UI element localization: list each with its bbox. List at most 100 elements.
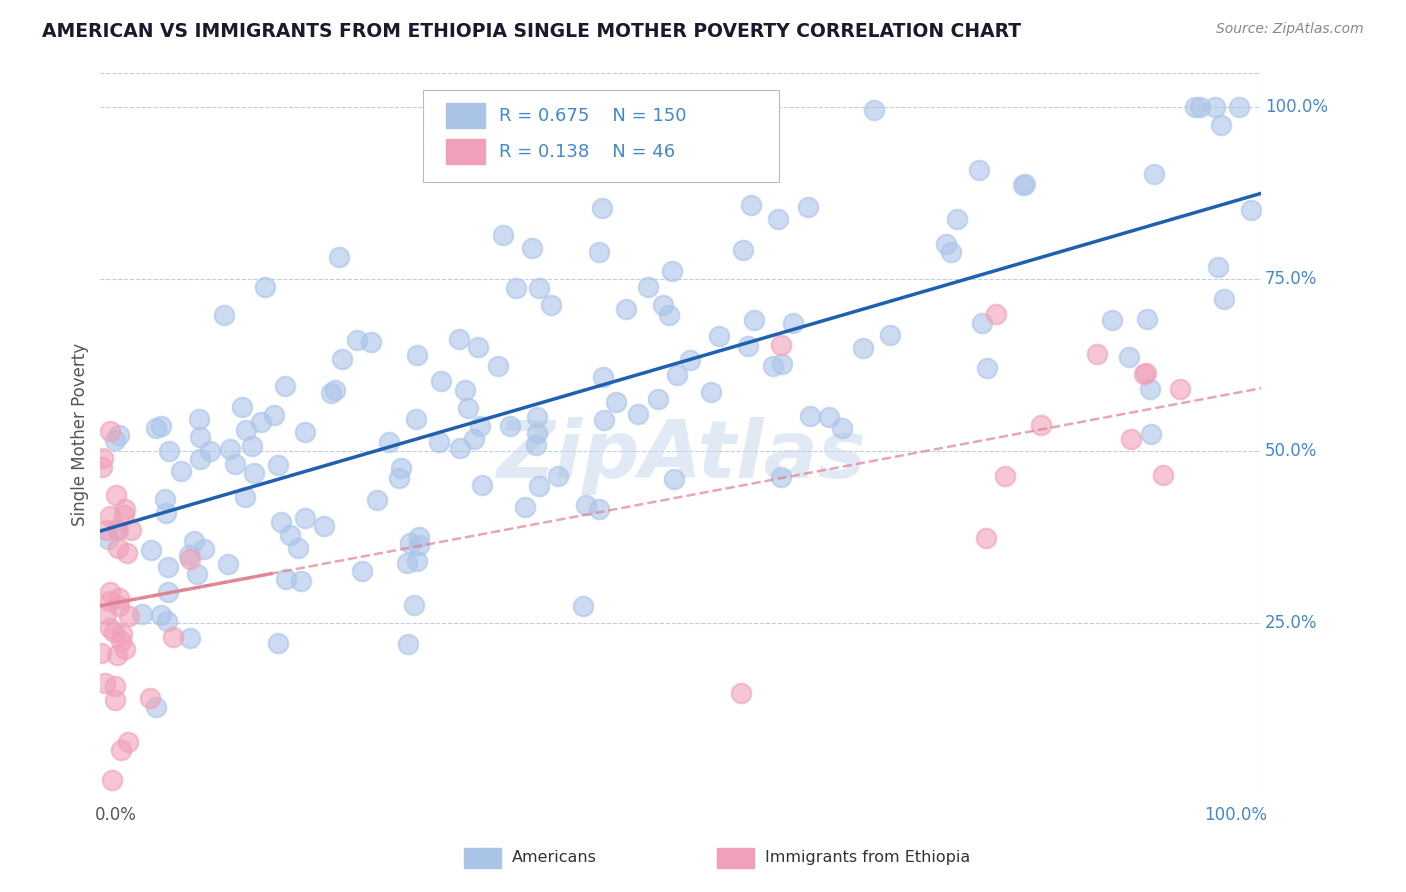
Point — [319, 386, 342, 401]
Point — [1031, 417, 1053, 432]
Point — [112, 508, 135, 523]
Point — [967, 163, 990, 178]
Point — [263, 408, 285, 422]
Point — [188, 412, 211, 426]
Point — [522, 241, 544, 255]
Point — [614, 302, 637, 317]
Point — [486, 359, 509, 374]
Point — [591, 202, 613, 216]
Point — [762, 359, 785, 373]
Point — [323, 383, 346, 397]
Point — [138, 691, 160, 706]
Point — [235, 423, 257, 437]
Point — [108, 428, 131, 442]
Point — [1152, 467, 1174, 482]
Point — [408, 538, 430, 552]
Point — [457, 401, 479, 416]
Point — [404, 598, 426, 612]
Point — [107, 541, 129, 555]
Point — [366, 492, 388, 507]
Point — [270, 515, 292, 529]
Point — [1012, 178, 1035, 192]
Point — [115, 546, 138, 560]
Point — [405, 412, 427, 426]
Point — [328, 250, 350, 264]
Point — [592, 370, 614, 384]
Point — [396, 557, 419, 571]
Point — [817, 409, 839, 424]
Point — [1136, 311, 1159, 326]
Point — [588, 501, 610, 516]
Point — [157, 443, 180, 458]
Point — [104, 433, 127, 447]
Point — [782, 316, 804, 330]
Point — [114, 502, 136, 516]
Point — [524, 438, 547, 452]
Point — [145, 421, 167, 435]
Point — [605, 395, 627, 409]
Point — [1209, 118, 1232, 132]
Point — [526, 410, 548, 425]
Point — [471, 478, 494, 492]
Point — [108, 591, 131, 606]
Point — [946, 211, 969, 226]
Point — [652, 297, 675, 311]
Point — [120, 523, 142, 537]
Text: R = 0.138    N = 46: R = 0.138 N = 46 — [499, 143, 675, 161]
Point — [312, 519, 335, 533]
Point — [98, 621, 121, 635]
Point — [188, 430, 211, 444]
Point — [198, 444, 221, 458]
Point — [91, 451, 114, 466]
Point — [454, 383, 477, 397]
Text: R = 0.675    N = 150: R = 0.675 N = 150 — [499, 107, 686, 125]
Point — [224, 458, 246, 472]
Point — [647, 392, 669, 406]
Point — [243, 466, 266, 480]
Point — [1135, 366, 1157, 380]
Point — [346, 333, 368, 347]
Point — [399, 536, 422, 550]
Point — [742, 313, 765, 327]
Point — [665, 368, 688, 382]
Point — [939, 244, 962, 259]
Text: 100.0%: 100.0% — [1205, 806, 1267, 824]
Point — [974, 532, 997, 546]
Point — [1087, 347, 1109, 361]
Text: Source: ZipAtlas.com: Source: ZipAtlas.com — [1216, 22, 1364, 37]
Point — [430, 374, 453, 388]
Point — [700, 385, 723, 400]
Point — [278, 528, 301, 542]
Point — [1119, 432, 1142, 446]
Point — [290, 574, 312, 588]
Point — [449, 441, 471, 455]
Point — [986, 307, 1008, 321]
Point — [217, 557, 239, 571]
Point — [492, 228, 515, 243]
Point — [150, 418, 173, 433]
Point — [218, 442, 240, 456]
Point — [769, 470, 792, 484]
Point — [294, 425, 316, 439]
Point — [1101, 313, 1123, 327]
Point — [111, 627, 134, 641]
Point — [547, 468, 569, 483]
Point — [468, 419, 491, 434]
Y-axis label: Single Mother Poverty: Single Mother Poverty — [72, 343, 89, 525]
Point — [799, 409, 821, 423]
Point — [177, 549, 200, 563]
Point — [170, 464, 193, 478]
Text: AMERICAN VS IMMIGRANTS FROM ETHIOPIA SINGLE MOTHER POVERTY CORRELATION CHART: AMERICAN VS IMMIGRANTS FROM ETHIOPIA SIN… — [42, 22, 1021, 41]
Point — [740, 198, 762, 212]
Point — [267, 636, 290, 650]
Point — [467, 341, 489, 355]
Point — [879, 327, 901, 342]
Point — [193, 541, 215, 556]
Point — [679, 352, 702, 367]
Point — [145, 700, 167, 714]
Text: 25.0%: 25.0% — [1265, 615, 1317, 632]
Point — [575, 498, 598, 512]
Point — [212, 308, 235, 322]
Point — [730, 686, 752, 700]
Text: Immigrants from Ethiopia: Immigrants from Ethiopia — [765, 850, 970, 864]
